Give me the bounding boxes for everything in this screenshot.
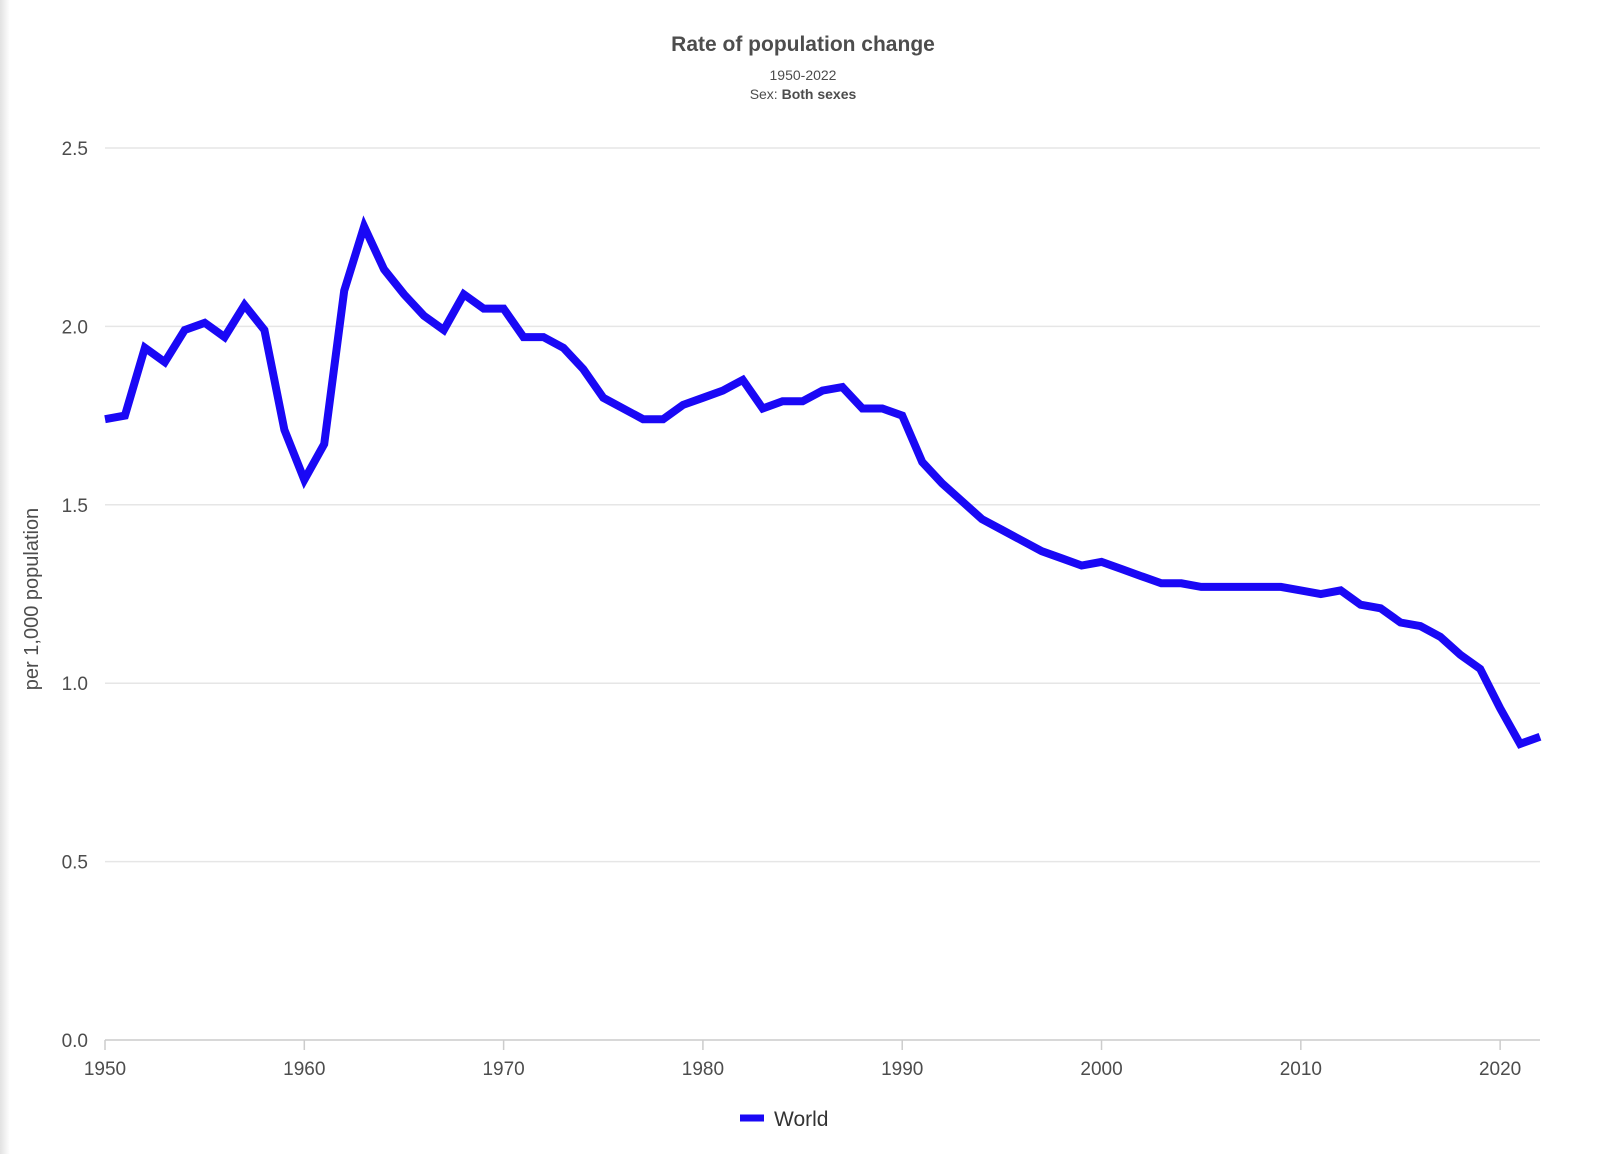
chart-filter-value: Both sexes <box>781 86 857 102</box>
x-axis: 1950 1960 1970 1980 1990 2000 2010 2020 <box>84 1039 1540 1080</box>
y-tick-label: 0.0 <box>62 1031 88 1052</box>
left-edge-shade <box>0 0 10 1154</box>
x-tick-label: 1990 <box>881 1059 923 1080</box>
chart-subtitle: 1950-2022 <box>769 67 837 83</box>
x-tick-label: 1960 <box>283 1059 325 1080</box>
y-tick-label: 2.0 <box>62 317 88 338</box>
x-tick-label: 2010 <box>1280 1059 1322 1080</box>
series-line-world[interactable] <box>104 215 1542 749</box>
x-tick-label: 2020 <box>1479 1059 1521 1080</box>
chart-header: Rate of population change 1950-2022 Sex:… <box>0 30 1606 104</box>
grid-lines <box>105 147 1540 863</box>
y-tick-label: 1.0 <box>62 674 88 695</box>
chart-filter: Sex: Both sexes <box>0 85 1606 104</box>
chart-filter-label: Sex: <box>749 86 778 102</box>
plot-area <box>104 215 1542 749</box>
x-tick-label: 2000 <box>1080 1059 1122 1080</box>
y-axis-ticks: 0.0 0.5 1.0 1.5 2.0 2.5 <box>62 139 88 1052</box>
y-tick-label: 2.5 <box>62 139 88 160</box>
y-tick-label: 0.5 <box>62 853 88 874</box>
x-tick-label: 1970 <box>482 1059 524 1080</box>
x-tick-label: 1950 <box>84 1059 126 1080</box>
legend[interactable]: World <box>740 1108 828 1131</box>
y-axis-title: per 1,000 population <box>21 508 43 690</box>
legend-label-world: World <box>774 1108 828 1131</box>
x-tick-label: 1980 <box>682 1059 724 1080</box>
y-tick-label: 1.5 <box>62 496 88 517</box>
chart-title: Rate of population change <box>671 33 935 56</box>
